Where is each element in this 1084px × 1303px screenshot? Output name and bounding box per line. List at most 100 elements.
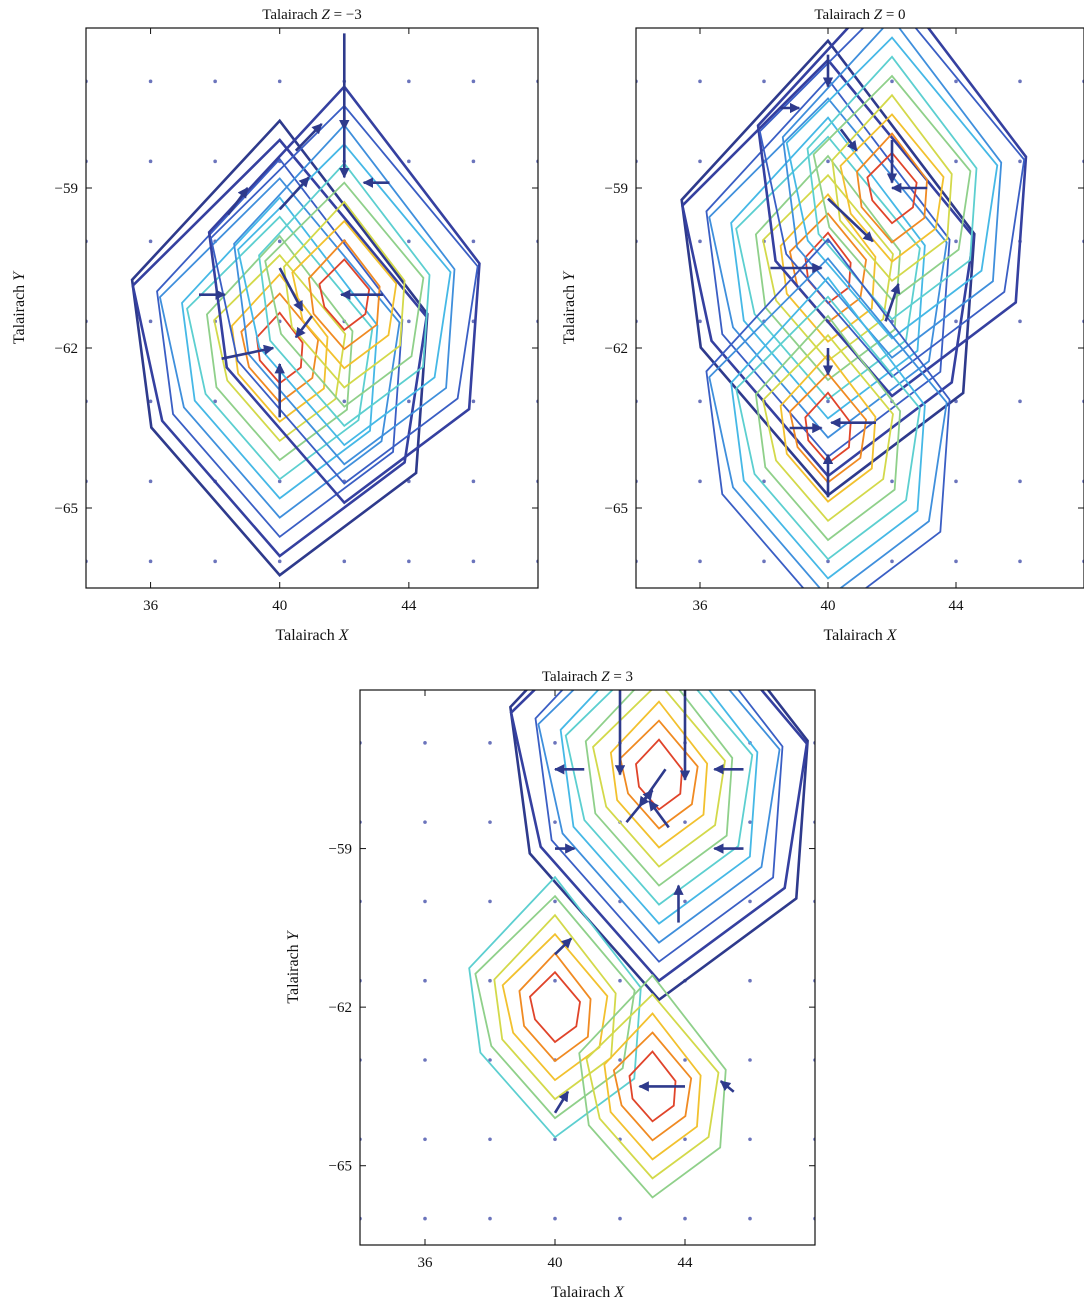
- grid-dot: [890, 479, 894, 484]
- y-tick-label: −62: [55, 341, 78, 357]
- grid-dot: [407, 319, 411, 324]
- contour-line: [213, 253, 347, 443]
- x-tick-label: 40: [548, 1255, 563, 1271]
- grid-dot: [423, 1137, 427, 1142]
- grid-dot: [407, 239, 411, 244]
- contour-line: [785, 36, 999, 340]
- grid-dot: [407, 399, 411, 404]
- grid-dot: [748, 1058, 752, 1062]
- contour-line: [537, 690, 781, 944]
- grid-dot: [1018, 79, 1022, 84]
- grid-dot: [1018, 319, 1022, 324]
- grid-dot: [826, 159, 830, 164]
- quiver-arrow: [221, 344, 275, 360]
- contour-line: [130, 118, 429, 577]
- grid-dot: [277, 79, 282, 84]
- title-eq: = 3: [610, 669, 633, 685]
- grid-dot: [762, 479, 766, 484]
- x-label-var: X: [338, 627, 350, 644]
- grid-dot: [618, 1216, 622, 1221]
- quiver-arrow: [294, 315, 314, 339]
- contour-line: [779, 192, 877, 343]
- contour-line: [609, 700, 709, 849]
- contour-line: [730, 116, 926, 420]
- grid-dot: [423, 1058, 427, 1062]
- grid-dot: [471, 159, 476, 164]
- grid-dot: [148, 79, 153, 84]
- grid-dot: [342, 399, 347, 404]
- x-axis-label: Talairach X: [823, 627, 897, 644]
- grid-dot: [423, 741, 427, 745]
- quiver-arrow: [719, 1080, 735, 1093]
- contour-line: [584, 690, 734, 887]
- grid-dot: [471, 479, 476, 484]
- grid-dot: [148, 559, 153, 564]
- plot-area: [360, 690, 815, 1221]
- grid-dot: [698, 479, 702, 484]
- grid-dot: [423, 978, 427, 983]
- contour-line: [758, 28, 1026, 379]
- quiver-arrow: [553, 1090, 570, 1114]
- grid-dot: [748, 820, 752, 824]
- quiver-arrow: [638, 768, 667, 808]
- grid-dot: [148, 479, 153, 484]
- y-axis-label: Talairach Y: [11, 270, 28, 344]
- contour-line: [493, 913, 617, 1101]
- x-tick-label: 36: [143, 598, 159, 614]
- contour-line: [866, 151, 918, 225]
- grid-dot: [748, 1137, 752, 1142]
- contour-line: [318, 258, 371, 332]
- y-tick-label: −59: [329, 842, 352, 858]
- grid-dot: [471, 399, 476, 404]
- contour-line: [209, 104, 479, 485]
- x-label-prefix: Talairach: [275, 627, 338, 644]
- axes-frame: [85, 27, 539, 589]
- grid-dot: [698, 79, 702, 84]
- quiver-arrow: [839, 128, 858, 152]
- y-axis-label: Talairach Y: [285, 929, 302, 1003]
- grid-dot: [277, 239, 282, 244]
- y-tick-label: −65: [55, 501, 78, 517]
- grid-dot: [618, 1058, 622, 1062]
- x-label-var: X: [886, 627, 898, 644]
- contour-line: [754, 314, 902, 542]
- grid-dot: [826, 559, 830, 564]
- grid-dot: [488, 899, 492, 904]
- contour-line: [528, 970, 581, 1044]
- y-axis-label: Talairach Y: [561, 270, 578, 344]
- contour-line: [207, 84, 481, 505]
- grid-dot: [826, 399, 830, 404]
- y-tick-label: −65: [329, 1159, 352, 1175]
- contour-line: [509, 690, 809, 983]
- x-tick-label: 40: [272, 598, 287, 614]
- y-label-var: Y: [11, 270, 28, 281]
- grid-dot: [277, 559, 282, 564]
- x-tick-label: 44: [401, 598, 417, 614]
- x-tick-label: 44: [949, 598, 965, 614]
- contour-panel-z-0: 36 40 44 −59 −62 −65 Talairach Z = 0 Talairach …: [550, 0, 1084, 650]
- grid-dot: [213, 559, 217, 564]
- contour-line: [578, 974, 727, 1199]
- grid-dot: [471, 239, 476, 244]
- contour-line: [762, 333, 894, 523]
- y-tick-label: −65: [605, 501, 628, 517]
- x-label-prefix: Talairach: [551, 1284, 614, 1301]
- grid-dot: [148, 239, 153, 244]
- grid-dot: [748, 1216, 752, 1221]
- title-eq: = 0: [882, 7, 905, 23]
- contour-line: [781, 28, 1003, 359]
- grid-dot: [213, 399, 217, 404]
- x-tick-label: 44: [678, 1255, 694, 1271]
- contour-line: [291, 219, 398, 370]
- grid-dot: [890, 559, 894, 564]
- panel-title: Talairach Z = −3: [262, 7, 362, 23]
- grid-dot: [213, 79, 217, 84]
- contour-line: [708, 257, 948, 588]
- contour-line: [628, 1050, 677, 1123]
- grid-dot: [762, 79, 766, 84]
- contour-line: [233, 123, 456, 466]
- plot-area: [86, 33, 538, 577]
- x-label-prefix: Talairach: [823, 627, 886, 644]
- grid-dot: [488, 741, 492, 745]
- contour-line: [612, 1031, 693, 1142]
